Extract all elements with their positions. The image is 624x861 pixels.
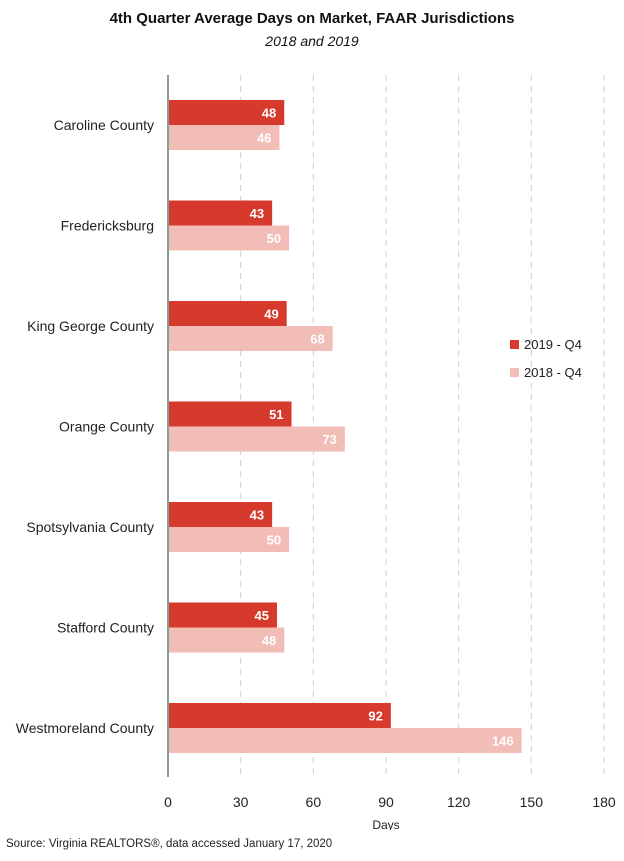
- bar-data-label: 45: [255, 608, 269, 623]
- bar: [168, 326, 333, 351]
- bar-data-label: 46: [257, 131, 271, 146]
- bar: [168, 225, 290, 251]
- bar-data-label: 73: [322, 432, 336, 447]
- bar: [168, 602, 277, 628]
- bar-data-label: 68: [310, 332, 324, 347]
- bar-data-label: 43: [250, 206, 264, 221]
- bar: [168, 502, 273, 527]
- x-tick-label: 30: [233, 794, 249, 810]
- x-tick-label: 90: [378, 794, 394, 810]
- category-label: Caroline County: [54, 117, 154, 133]
- bar: [168, 703, 391, 728]
- source-note: Source: Virginia REALTORS®, data accesse…: [6, 838, 333, 850]
- x-axis-label: Days: [372, 818, 399, 830]
- bar: [168, 125, 280, 150]
- bar-data-label: 48: [262, 633, 276, 648]
- x-tick-label: 0: [164, 794, 172, 810]
- legend-label: 2018 - Q4: [524, 365, 582, 380]
- bar: [168, 426, 345, 452]
- bar: [168, 200, 273, 226]
- chart-title: 4th Quarter Average Days on Market, FAAR…: [109, 10, 515, 27]
- chart-subtitle: 2018 and 2019: [265, 33, 359, 49]
- legend-swatch: [510, 340, 519, 349]
- bar-data-label: 43: [250, 508, 264, 523]
- category-label: Orange County: [59, 419, 154, 435]
- bar-data-label: 48: [262, 106, 276, 121]
- x-tick-label: 180: [592, 794, 616, 810]
- bar: [168, 728, 522, 753]
- bar: [168, 301, 287, 326]
- bar-data-label: 50: [267, 533, 281, 548]
- legend-label: 2019 - Q4: [524, 337, 582, 352]
- category-label: Westmoreland County: [16, 720, 154, 736]
- bar: [168, 527, 290, 552]
- bar: [168, 401, 292, 427]
- bar: [168, 100, 285, 125]
- bar-data-label: 50: [267, 231, 281, 246]
- category-label: Stafford County: [57, 620, 154, 636]
- legend-swatch: [510, 368, 519, 377]
- bar-data-label: 49: [264, 307, 278, 322]
- category-label: Spotsylvania County: [26, 519, 154, 535]
- x-tick-label: 60: [306, 794, 322, 810]
- x-tick-label: 120: [447, 794, 471, 810]
- x-tick-label: 150: [520, 794, 544, 810]
- bar-data-label: 51: [269, 407, 283, 422]
- bar-data-label: 146: [492, 734, 514, 749]
- bar-data-label: 92: [368, 709, 382, 724]
- category-label: Fredericksburg: [61, 218, 154, 234]
- category-label: King George County: [27, 318, 154, 334]
- bar: [168, 627, 285, 653]
